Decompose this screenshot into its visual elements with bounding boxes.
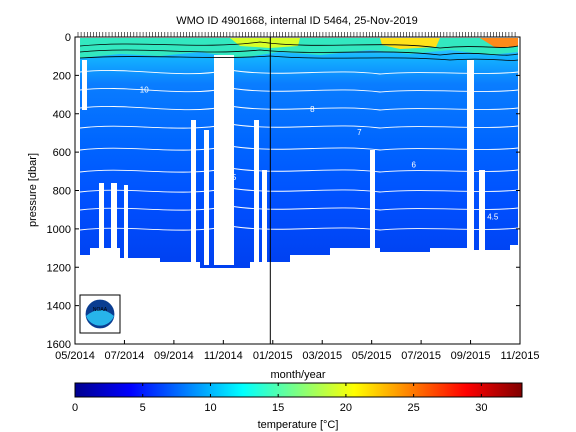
y-axis: 0 200 400 600 800 1000 1200 1400 1600 bbox=[47, 32, 520, 351]
colorbar-tick-label: 15 bbox=[272, 402, 284, 414]
colorbar-tick-label: 5 bbox=[140, 402, 146, 414]
x-tick-label: 09/2015 bbox=[451, 350, 491, 362]
colorbar-tick-label: 10 bbox=[204, 402, 216, 414]
y-tick-label: 200 bbox=[53, 70, 71, 82]
contour-label: 10 bbox=[140, 86, 149, 95]
y-tick-label: 1400 bbox=[47, 301, 71, 313]
x-tick-label: 03/2015 bbox=[302, 350, 342, 362]
y-tick-label: 0 bbox=[65, 32, 71, 44]
colorbar-tick-label: 25 bbox=[408, 402, 420, 414]
plot-area bbox=[75, 37, 520, 344]
x-tick-label: 11/2014 bbox=[204, 350, 243, 362]
x-tick-label: 07/2015 bbox=[401, 350, 441, 362]
colorbar-tick-label: 30 bbox=[475, 402, 487, 414]
profile-tick-marks bbox=[77, 32, 516, 37]
noaa-logo-text: NOAA bbox=[93, 307, 108, 313]
y-tick-label: 1000 bbox=[47, 224, 71, 236]
y-tick-label: 1200 bbox=[47, 262, 71, 274]
y-tick-label: 800 bbox=[53, 186, 71, 198]
noaa-logo: NOAA bbox=[79, 294, 121, 334]
x-tick-label: 07/2014 bbox=[105, 350, 145, 362]
x-axis: 05/2014 07/2014 09/2014 11/2014 01/2015 03/20… bbox=[55, 340, 539, 362]
colorbar-label: temperature [°C] bbox=[258, 419, 339, 431]
y-axis-label: pressure [dbar] bbox=[27, 153, 39, 227]
x-tick-label: 05/2015 bbox=[352, 350, 392, 362]
y-tick-label: 1600 bbox=[47, 339, 71, 351]
colorbar-gradient bbox=[74, 382, 523, 398]
x-axis-label: month/year bbox=[270, 369, 325, 381]
y-tick-label: 400 bbox=[53, 109, 71, 121]
contour-label: 7 bbox=[357, 128, 362, 137]
x-tick-label: 01/2015 bbox=[253, 350, 293, 362]
y-tick-label: 600 bbox=[53, 147, 71, 159]
colorbar-ticks: 0 5 10 15 20 25 30 bbox=[72, 383, 487, 414]
x-tick-label: 05/2014 bbox=[55, 350, 95, 362]
colorbar: 0 5 10 15 20 25 30 temperature [°C] bbox=[72, 382, 523, 431]
surface-hot-band-3 bbox=[480, 38, 518, 48]
contour-label: 5.5 bbox=[225, 173, 237, 182]
colorbar-tick-label: 0 bbox=[72, 402, 78, 414]
contours bbox=[79, 41, 519, 231]
contour-label: 6 bbox=[411, 160, 416, 169]
chart-title: WMO ID 4901668, internal ID 5464, 25-Nov… bbox=[176, 15, 418, 27]
contour-label: 8 bbox=[310, 105, 315, 114]
contour-labels: 10 8 7 6 5.5 4.5 bbox=[140, 86, 499, 222]
x-tick-label: 11/2015 bbox=[501, 350, 540, 362]
contour-label: 4.5 bbox=[487, 212, 499, 221]
x-tick-label: 09/2014 bbox=[154, 350, 194, 362]
colorbar-tick-label: 20 bbox=[340, 402, 352, 414]
